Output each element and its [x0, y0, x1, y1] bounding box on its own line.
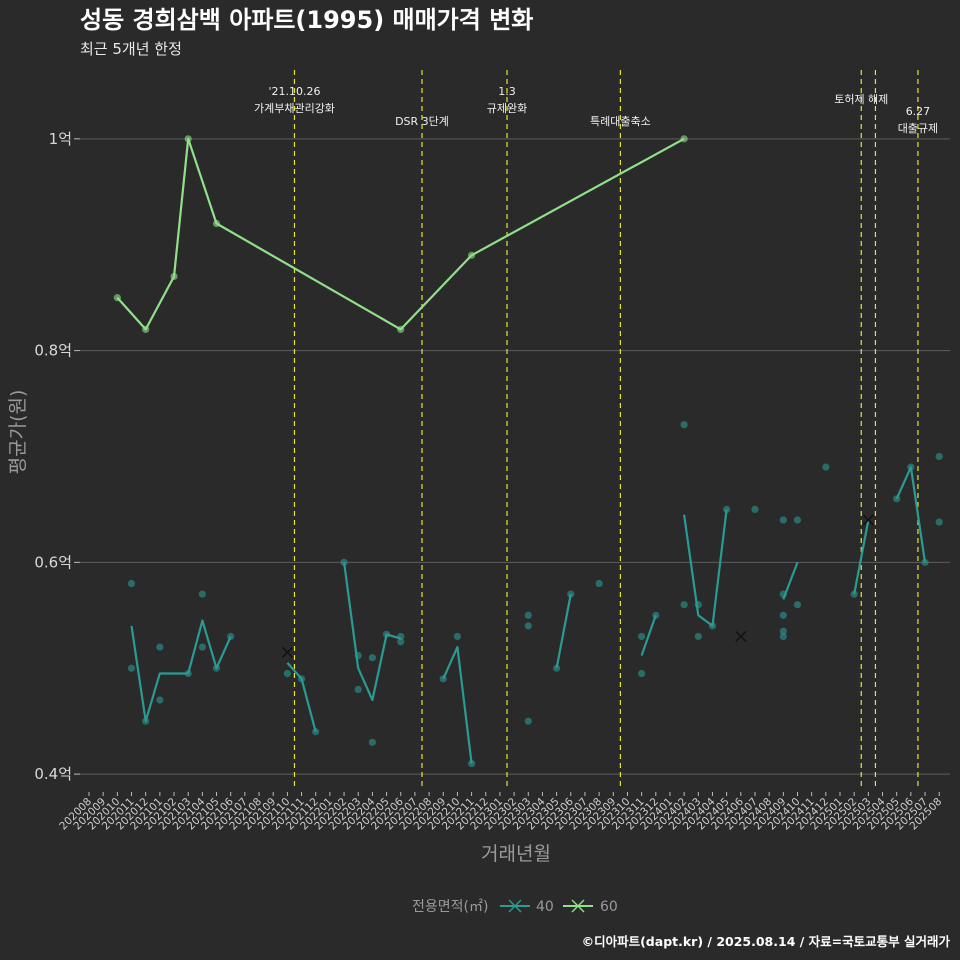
data-point-40: [935, 518, 943, 526]
data-point-40: [156, 696, 164, 704]
source-caption: ©디아파트(dapt.kr) / 2025.08.14 / 자료=국토교통부 실…: [582, 934, 951, 949]
data-point-40: [779, 632, 787, 641]
data-point-40: [283, 669, 291, 678]
cross-stroke: [862, 514, 874, 526]
y-tick-label: 0.4억: [34, 765, 72, 783]
data-point-40: [368, 654, 376, 662]
legend-title: 전용면적(㎡): [412, 899, 488, 915]
series-line-40: [442, 646, 473, 764]
policy-event-label: 규제완화: [487, 102, 527, 115]
legend: 전용면적(㎡) 40 60: [412, 899, 618, 915]
data-point-40: [638, 669, 646, 678]
data-point-40: [595, 579, 603, 588]
y-tick-label: 1억: [49, 130, 72, 148]
x-axis-ticks: 2020082020092020102020112020122021012021…: [57, 792, 944, 832]
data-point-40: [779, 516, 787, 524]
y-axis-label: 평균가(원): [7, 390, 29, 475]
gridlines: [80, 138, 950, 775]
data-point-40: [198, 643, 206, 651]
data-point-40: [680, 601, 688, 609]
series-line-40: [640, 614, 657, 656]
chart-title: 성동 경희삼백 아파트(1995) 매매가격 변화: [80, 6, 533, 34]
data-series: [113, 135, 943, 768]
data-point-40: [524, 611, 532, 619]
series-line-40: [853, 519, 870, 595]
data-point-40: [127, 579, 136, 588]
data-point-40: [524, 717, 532, 725]
policy-event-label: 6.27: [906, 105, 931, 118]
series-line-40: [343, 562, 402, 702]
data-point-40: [198, 590, 206, 598]
data-point-40: [453, 632, 462, 641]
y-axis-ticks: 0.4억 0.6억 0.8억 1억: [34, 130, 80, 783]
data-point-40: [397, 638, 405, 646]
policy-event-label: '21.10.26: [268, 85, 320, 98]
y-tick-label: 0.6억: [34, 553, 72, 571]
data-point-40: [779, 627, 787, 635]
policy-event-label: 토허제 해제: [834, 92, 888, 106]
data-point-40: [127, 664, 136, 672]
series-line-40: [555, 593, 572, 669]
data-point-40: [340, 558, 348, 566]
legend-key-60: [563, 899, 593, 913]
cross-stroke: [735, 630, 747, 643]
series-line-40: [683, 509, 728, 627]
policy-event-label: 가계부채관리강화: [254, 102, 335, 115]
policy-event-label: DSR 3단계: [395, 115, 449, 128]
policy-event-label: 특례대출축소: [590, 115, 651, 128]
legend-label-60: 60: [600, 899, 618, 915]
data-point-40: [751, 505, 759, 514]
policy-event-label: 대출규제: [898, 122, 938, 135]
cross-marker-40: [735, 630, 747, 643]
data-point-40: [694, 632, 702, 641]
data-point-40: [156, 643, 164, 651]
policy-event-label: 1.3: [498, 85, 516, 98]
cross-marker-40: [862, 514, 874, 526]
chart-subtitle: 최근 5개년 한정: [80, 40, 182, 58]
data-point-40: [779, 611, 787, 619]
series-line-40: [895, 466, 927, 563]
series-line-40: [782, 562, 799, 600]
series-line-40: [130, 619, 232, 723]
data-point-40: [638, 632, 646, 641]
legend-label-40: 40: [536, 899, 554, 915]
data-point-40: [793, 516, 802, 524]
data-point-40: [793, 601, 802, 609]
data-point-40: [935, 452, 943, 461]
data-point-40: [524, 622, 532, 630]
cross-stroke: [281, 646, 293, 658]
data-point-40: [467, 759, 476, 768]
data-point-40: [680, 421, 688, 429]
data-point-40: [850, 590, 858, 598]
data-point-40: [354, 685, 362, 694]
legend-key-40: [500, 899, 530, 913]
data-point-40: [368, 738, 376, 746]
y-tick-label: 0.8억: [34, 342, 72, 360]
series-line-60: [116, 137, 685, 331]
cross-marker-40: [281, 646, 293, 658]
series-line-40: [286, 662, 317, 733]
data-point-40: [553, 664, 561, 672]
x-axis-label: 거래년월: [481, 843, 551, 865]
data-point-40: [822, 463, 830, 471]
